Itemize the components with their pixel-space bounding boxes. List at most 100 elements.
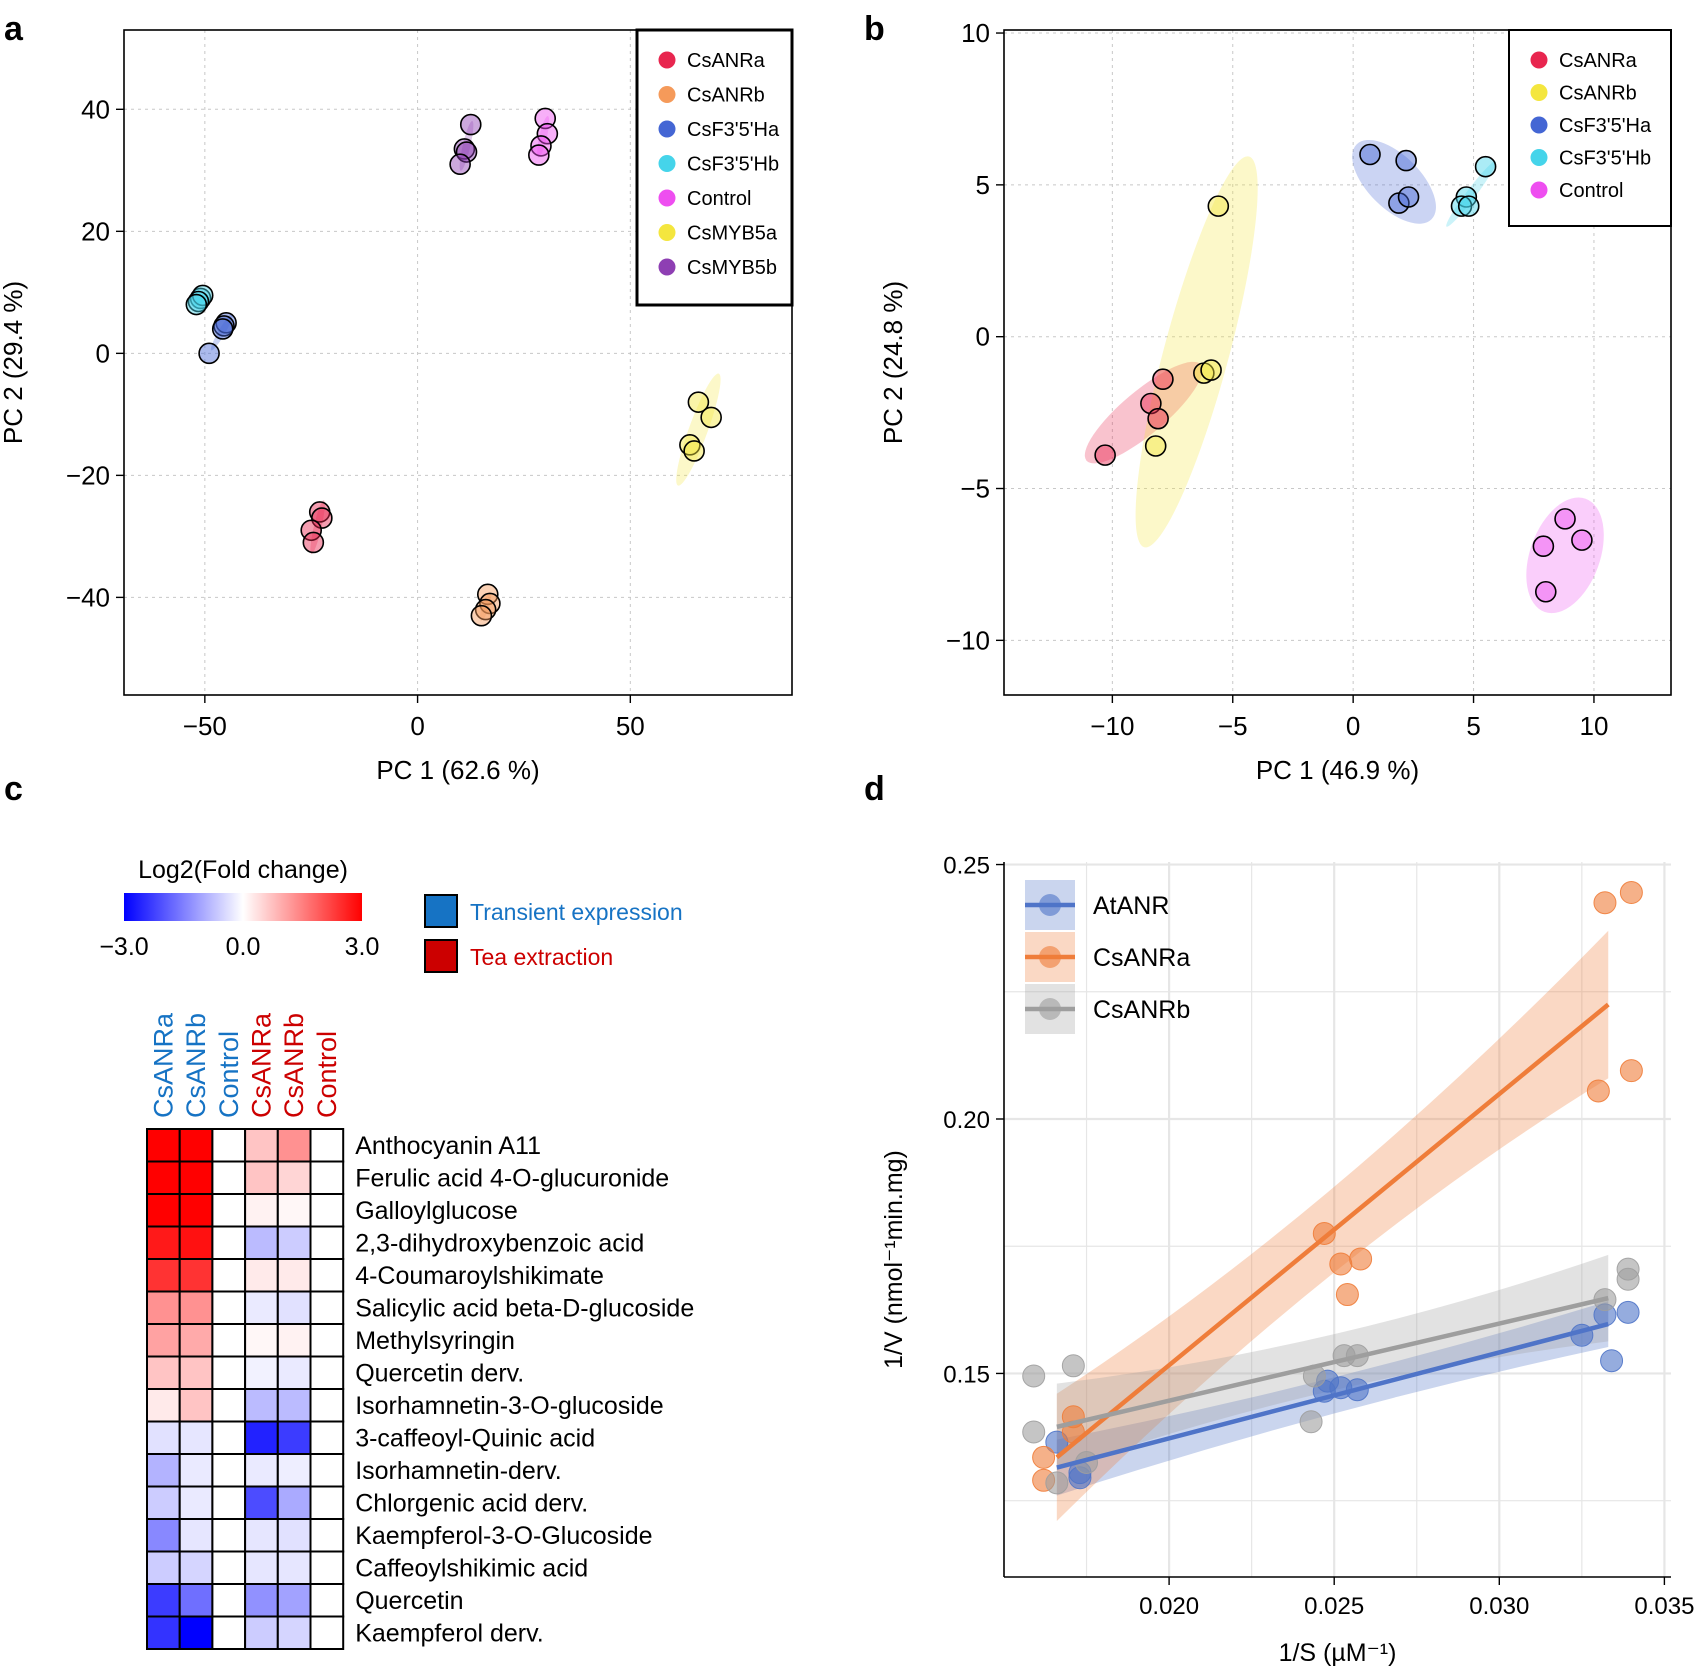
row-label: Galloylglucose	[355, 1197, 518, 1225]
fit-line-csanrb	[1056, 1295, 1609, 1430]
heatmap-cell	[211, 1355, 247, 1390]
heatmap-cell	[276, 1550, 312, 1585]
heatmap-cell	[146, 1355, 181, 1390]
data-point-atanr	[1045, 1430, 1069, 1454]
heatmap-cell	[244, 1258, 279, 1293]
data-point-control	[1532, 535, 1555, 558]
column-label-control: Control	[214, 1031, 244, 1118]
row-label: Quercetin derv.	[355, 1360, 524, 1388]
row-label: 4-Coumaroylshikimate	[355, 1262, 604, 1290]
plot-frame	[123, 29, 793, 696]
heatmap-cell	[309, 1550, 345, 1585]
legend-swatch-csf3-5-hb	[658, 155, 676, 172]
heatmap-cell	[309, 1388, 345, 1423]
heatmap-cell	[309, 1258, 345, 1293]
y-tick-label: 0.25	[943, 853, 990, 880]
data-point-csanra	[1349, 1247, 1373, 1271]
heatmap-cell	[244, 1550, 279, 1585]
heatmap-cell	[309, 1225, 345, 1260]
heatmap-cell	[146, 1615, 181, 1650]
x-tick-label: −5	[1218, 711, 1248, 741]
heatmap-cell	[146, 1160, 181, 1195]
legend-label-control: Control	[687, 188, 751, 210]
x-tick-label: −10	[1090, 711, 1134, 741]
heatmap-cell	[211, 1453, 247, 1488]
heatmap-cell	[276, 1323, 312, 1358]
heatmap-cell	[276, 1420, 312, 1455]
heatmap-cell	[178, 1583, 214, 1618]
data-point-csmyb5a	[687, 391, 710, 413]
legend-swatch-control	[1530, 181, 1548, 199]
group-legend-swatch-tea-extraction	[424, 939, 458, 973]
heatmap-cell	[309, 1485, 345, 1520]
heatmap-cell	[146, 1453, 181, 1488]
heatmap-cell	[244, 1355, 279, 1390]
data-point-csanra	[1586, 1079, 1610, 1103]
row-label: Kaempferol-3-O-Glucoside	[355, 1522, 652, 1550]
legend-point-csanra	[1039, 946, 1061, 968]
heatmap-cell	[309, 1453, 345, 1488]
heatmap-cell	[309, 1420, 345, 1455]
heatmap-cell	[309, 1160, 345, 1195]
data-point-csf3-5-hb	[1474, 155, 1497, 178]
y-tick-label: 20	[81, 216, 110, 246]
data-point-csanrb	[1200, 359, 1222, 381]
heatmap-cell	[146, 1485, 181, 1520]
y-tick-label: 5	[976, 170, 990, 200]
legend-label-csanra: CsANRa	[1559, 50, 1638, 72]
heatmap-cell	[211, 1615, 247, 1650]
heatmap-cell	[146, 1128, 181, 1163]
heatmap-cell	[276, 1615, 312, 1650]
legend-swatch-csf3-5-hb	[1530, 149, 1548, 166]
heatmap-cell	[244, 1518, 279, 1553]
heatmap-cell	[211, 1518, 247, 1553]
heatmap-cell	[244, 1615, 279, 1650]
heatmap-cell	[211, 1323, 247, 1358]
heatmap-cell	[211, 1128, 247, 1163]
data-point-csmyb5b	[459, 113, 482, 136]
heatmap-cell	[211, 1583, 247, 1618]
y-tick-label: −5	[960, 474, 990, 504]
heatmap-cell	[244, 1323, 279, 1358]
colorbar-tick-label: −3.0	[99, 933, 148, 961]
legend-swatch-csanra	[658, 51, 676, 69]
data-point-csf3-5-ha	[211, 318, 234, 340]
column-label-csanra: CsANRa	[246, 1012, 276, 1118]
data-point-csanra	[1619, 1059, 1643, 1083]
panel-label-b: b	[864, 10, 885, 48]
heatmap-panel: Log2(Fold change) −3.0 0.0 3.0 Transient exp…	[99, 856, 694, 1650]
legend-label-csanrb: CsANRb	[1093, 996, 1190, 1024]
row-label: 2,3-dihydroxybenzoic acid	[355, 1230, 644, 1258]
data-point-csanra	[1329, 1252, 1353, 1276]
heatmap-cell	[211, 1160, 247, 1195]
data-point-csf3-5-ha	[1395, 149, 1417, 172]
legend-swatch-csanrb	[658, 86, 676, 103]
heatmap-cell	[178, 1355, 214, 1390]
y-tick-label: 0.15	[943, 1361, 990, 1388]
x-tick-label: 0	[410, 711, 424, 741]
data-point-csanra	[1593, 891, 1617, 915]
heatmap-cell	[309, 1290, 345, 1325]
legend-label-csf3-5-ha: CsF3'5'Ha	[687, 119, 780, 141]
heatmap-cell	[146, 1258, 181, 1293]
row-label: Isorhamnetin-derv.	[355, 1457, 562, 1485]
data-point-control	[1534, 580, 1557, 603]
heatmap-cell	[276, 1258, 312, 1293]
data-point-csmyb5b	[449, 153, 471, 176]
heatmap-cell	[178, 1420, 214, 1455]
data-point-control	[536, 122, 559, 145]
pca-panel-a: −50 0 50 −40 −20 0 20 40 PC 1 (62.6 %) PC 2 (29.4…	[0, 28, 794, 785]
legend-label-csanrb: CsANRb	[1559, 83, 1637, 105]
panel-label-c: c	[4, 770, 23, 808]
heatmap-cell	[211, 1388, 247, 1423]
heatmap-cell	[276, 1388, 312, 1423]
x-tick-label: 5	[1466, 711, 1480, 741]
y-tick-label: −10	[946, 625, 990, 655]
legend-swatch-csanra	[1530, 51, 1548, 69]
data-point-csanra	[311, 507, 333, 529]
x-axis-label: 1/S (µM⁻¹)	[1279, 1639, 1397, 1667]
y-tick-label: −40	[66, 582, 110, 612]
data-point-csf3-5-ha	[1397, 186, 1420, 208]
legend-label-csf3-5-hb: CsF3'5'Hb	[687, 154, 779, 176]
